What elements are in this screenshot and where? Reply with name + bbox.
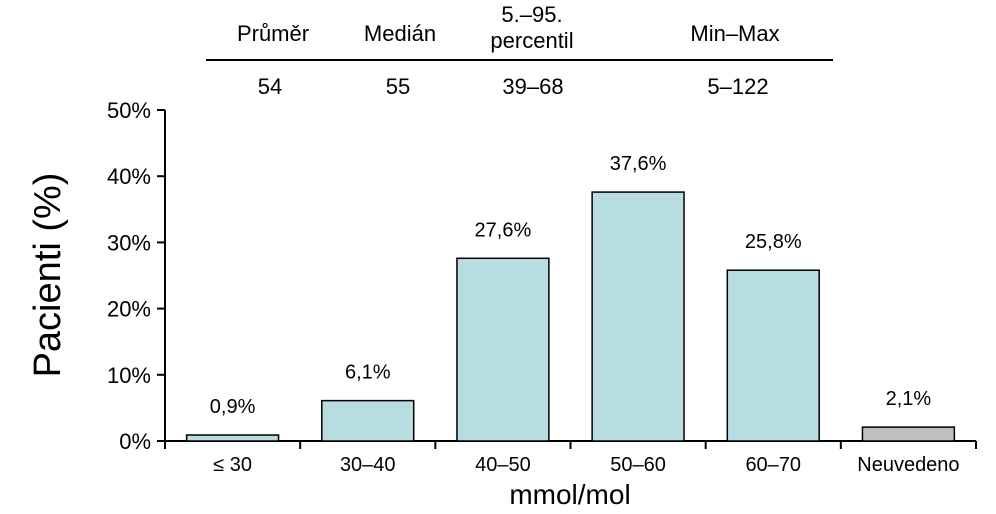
data-label: 2,1% xyxy=(886,388,932,410)
bars xyxy=(185,191,956,442)
data-label: 27,6% xyxy=(475,219,532,241)
axes xyxy=(164,110,976,442)
stat-value-minmax: 5–122 xyxy=(707,74,768,99)
x-tick-label: Neuvedeno xyxy=(857,454,959,476)
stat-header-minmax: Min–Max xyxy=(690,21,779,46)
x-tick-label: 60–70 xyxy=(745,454,801,476)
x-tick-label: 30–40 xyxy=(340,454,396,476)
bar xyxy=(726,269,820,442)
y-tick-label: 50% xyxy=(107,98,151,123)
y-tick-label: 20% xyxy=(107,297,151,322)
stat-header-median: Medián xyxy=(364,21,436,46)
bar xyxy=(591,191,685,442)
stats-table: Průměr Medián 5.–95. percentil Min–Max 5… xyxy=(206,2,833,99)
y-ticks: 0% 10% 20% 30% 40% 50% xyxy=(107,98,165,454)
bar xyxy=(321,399,415,442)
data-label: 25,8% xyxy=(745,231,802,253)
x-tick-label: ≤ 30 xyxy=(213,454,252,476)
stat-value-median: 55 xyxy=(386,74,410,99)
stat-value-percentile: 39–68 xyxy=(502,74,563,99)
data-label: 6,1% xyxy=(345,362,391,384)
y-tick-label: 40% xyxy=(107,164,151,189)
data-labels: 0,9% 6,1% 27,6% 37,6% 25,8% 2,1% xyxy=(210,153,932,418)
y-axis-label: Pacienti (%) xyxy=(27,173,69,378)
bar xyxy=(456,257,550,442)
x-tick-label: 40–50 xyxy=(475,454,531,476)
x-tick-label: 50–60 xyxy=(610,454,666,476)
stat-header-mean: Průměr xyxy=(237,21,309,46)
stat-value-mean: 54 xyxy=(258,74,282,99)
bar xyxy=(861,426,956,442)
stat-header-percentile-line1: 5.–95. xyxy=(501,2,562,27)
y-tick-label: 0% xyxy=(119,429,151,454)
data-label: 0,9% xyxy=(210,396,256,418)
bar xyxy=(185,434,280,442)
y-tick-label: 10% xyxy=(107,363,151,388)
x-ticks: ≤ 30 30–40 40–50 50–60 60–70 Neuvedeno xyxy=(164,441,977,476)
x-axis-label: mmol/mol xyxy=(509,479,630,510)
y-tick-label: 30% xyxy=(107,230,151,255)
stat-header-percentile-line2: percentil xyxy=(490,28,573,53)
data-label: 37,6% xyxy=(610,153,667,175)
